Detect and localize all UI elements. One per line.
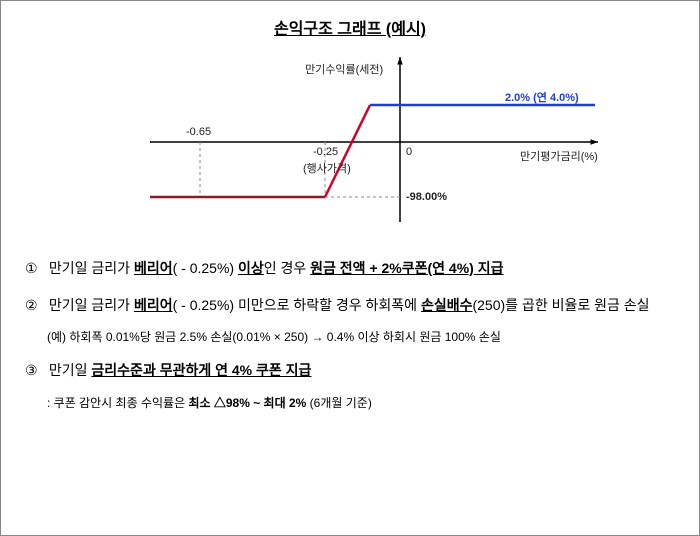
note-3-text-a: 만기일 xyxy=(49,362,92,378)
note-3-sub-b: 최소 △98% ~ 최대 2% xyxy=(188,396,306,410)
zero-label: 0 xyxy=(406,146,412,158)
page-title: 손익구조 그래프 (예시) xyxy=(25,15,675,39)
note-1: ① 만기일 금리가 베리어( - 0.25%) 이상인 경우 원금 전액 + 2… xyxy=(25,255,675,282)
barrier-low-label: -0.65 xyxy=(186,126,211,138)
note-1-text-e: 인 경우 xyxy=(264,260,310,276)
note-1-above: 이상 xyxy=(238,260,264,276)
note-2-text-e: (250)를 곱한 비율로 원금 손실 xyxy=(472,297,649,313)
payoff-chart: 만기수익률(세전) 만기평가금리(%) 2.0% (연 4.0%) -0.65 … xyxy=(90,47,610,237)
chart-container: 만기수익률(세전) 만기평가금리(%) 2.0% (연 4.0%) -0.65 … xyxy=(25,47,675,237)
note-1-text-a: 만기일 금리가 xyxy=(49,260,134,276)
note-3-sub-c: (6개월 기준) xyxy=(306,396,372,410)
note-3-sub: : 쿠폰 감안시 최종 수익률은 최소 △98% ~ 최대 2% (6개월 기준… xyxy=(47,394,675,413)
note-1-barrier: 베리어 xyxy=(134,260,173,276)
floor-label: -98.00% xyxy=(406,191,447,203)
note-2-lossmult: 손실배수 xyxy=(421,297,473,313)
note-3-coupon: 금리수준과 무관하게 연 4% 쿠폰 지급 xyxy=(91,362,311,378)
x-axis-label: 만기평가금리(%) xyxy=(520,148,598,164)
note-3-marker: ③ xyxy=(25,357,45,384)
note-2-barrier: 베리어 xyxy=(134,297,173,313)
notes-section: ① 만기일 금리가 베리어( - 0.25%) 이상인 경우 원금 전액 + 2… xyxy=(25,255,675,413)
note-3: ③ 만기일 금리수준과 무관하게 연 4% 쿠폰 지급 xyxy=(25,357,675,384)
note-2-text-a: 만기일 금리가 xyxy=(49,297,134,313)
note-2-text-c: ( - 0.25%) 미만으로 하락할 경우 하회폭에 xyxy=(173,297,421,313)
note-1-payout: 원금 전액 + 2%쿠폰(연 4%) 지급 xyxy=(310,260,503,276)
y-axis-label: 만기수익률(세전) xyxy=(305,61,383,77)
note-2-marker: ② xyxy=(25,292,45,319)
strike-label-top: -0.25 xyxy=(313,146,338,158)
note-2-sub: (예) 하회폭 0.01%당 원금 2.5% 손실(0.01% × 250) →… xyxy=(47,328,675,347)
note-1-text-c: ( - 0.25%) xyxy=(173,260,238,276)
note-3-sub-a: : 쿠폰 감안시 최종 수익률은 xyxy=(47,396,188,410)
strike-label-bottom: (행사가격) xyxy=(303,160,351,176)
note-1-marker: ① xyxy=(25,255,45,282)
upper-return-label: 2.0% (연 4.0%) xyxy=(505,89,579,105)
note-2: ② 만기일 금리가 베리어( - 0.25%) 미만으로 하락할 경우 하회폭에… xyxy=(25,292,675,319)
